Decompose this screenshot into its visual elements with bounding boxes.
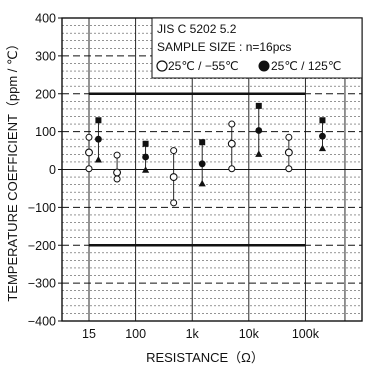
y-tick-label: −100 xyxy=(28,201,56,215)
mean-point-open xyxy=(113,168,122,177)
limit-lines xyxy=(89,92,306,247)
min-point xyxy=(255,150,263,157)
x-tick-label: 100k xyxy=(292,327,320,341)
max-point xyxy=(285,133,293,141)
y-tick-label: −400 xyxy=(28,315,56,329)
max-point xyxy=(228,120,236,128)
x-axis-ticks: 15 100 1k 10k 100k xyxy=(82,327,320,341)
x-tick-label: 15 xyxy=(82,327,96,341)
mean-point-open xyxy=(169,173,178,182)
max-point xyxy=(170,147,178,155)
x-tick-label: 1k xyxy=(186,327,200,341)
legend-open-circle-icon xyxy=(156,60,168,72)
y-tick-label: 400 xyxy=(35,12,56,26)
mean-point-filled xyxy=(319,132,326,140)
min-point xyxy=(141,166,150,173)
max-point xyxy=(113,151,121,159)
legend-box xyxy=(151,17,363,79)
max-point xyxy=(255,102,262,109)
min-point xyxy=(228,165,236,173)
x-axis-label: RESISTANCE（Ω） xyxy=(146,350,264,365)
mean-point-filled xyxy=(198,160,206,168)
mean-point-filled xyxy=(255,127,263,134)
max-point xyxy=(95,117,102,124)
y-tick-label: 100 xyxy=(35,125,56,139)
mean-point-open xyxy=(85,148,93,157)
mean-point-open xyxy=(227,139,236,148)
min-point xyxy=(198,179,206,187)
y-axis-ticks: 400 300 200 100 0 −100 −200 −300 −400 xyxy=(28,12,62,329)
legend-filled-circle-icon xyxy=(258,60,270,72)
x-tick-label: 10k xyxy=(239,327,260,341)
mean-point-filled xyxy=(95,135,102,143)
max-point xyxy=(199,139,206,146)
y-tick-label: 300 xyxy=(35,49,56,63)
min-point xyxy=(94,156,103,163)
y-tick-label: 0 xyxy=(49,163,56,177)
y-tick-label: −300 xyxy=(28,277,56,291)
mean-point-open xyxy=(284,148,293,157)
max-point xyxy=(85,133,93,141)
y-tick-label: 200 xyxy=(35,87,56,101)
legend-standard-text: JIS C 5202 5.2 xyxy=(157,22,237,36)
y-axis-label: TEMPERATURE COEFFICIENT（ppm / ℃） xyxy=(5,37,20,301)
legend-open-label: 25℃ / −55℃ xyxy=(168,59,239,73)
minor-gridlines xyxy=(62,25,362,314)
min-point xyxy=(85,165,93,173)
x-tick-label: 100 xyxy=(125,327,146,341)
legend-filled-label: 25℃ / 125℃ xyxy=(271,59,341,73)
min-point xyxy=(170,199,178,207)
max-point xyxy=(319,117,326,124)
min-point xyxy=(113,175,121,183)
data-marks xyxy=(85,102,327,207)
max-point xyxy=(142,140,149,147)
legend-sample-size-text: SAMPLE SIZE : n=16pcs xyxy=(157,40,291,54)
min-point xyxy=(318,144,327,152)
legend: JIS C 5202 5.2 SAMPLE SIZE : n=16pcs 25℃… xyxy=(151,17,363,79)
mean-point-filled xyxy=(142,153,149,161)
min-point xyxy=(285,165,293,173)
y-tick-label: −200 xyxy=(28,239,56,253)
